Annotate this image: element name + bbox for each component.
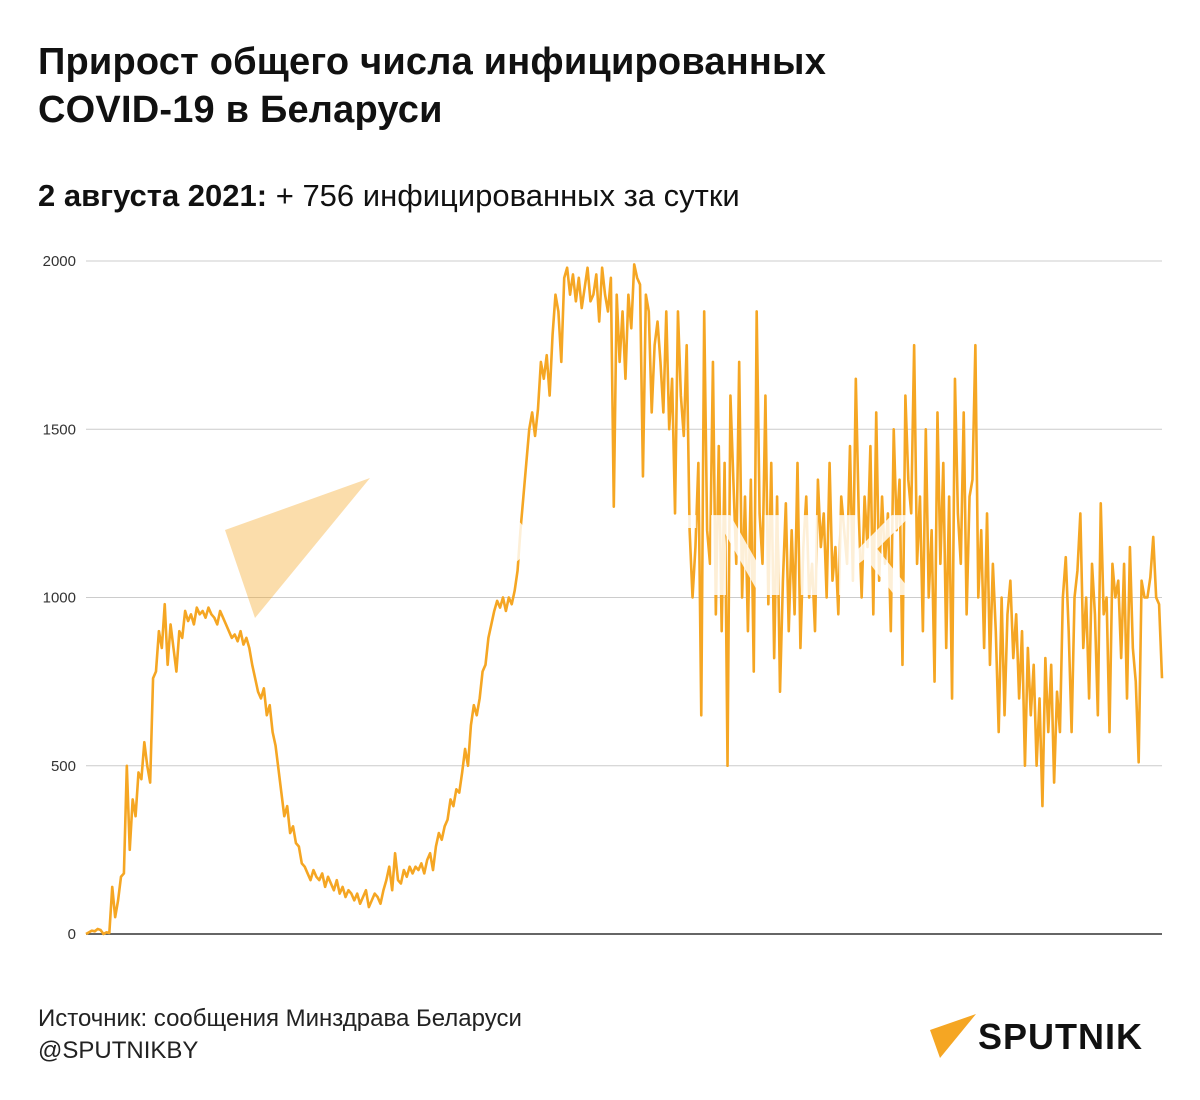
- y-tick-label-1000: 1000: [43, 590, 76, 607]
- y-tick-label-2000: 2000: [43, 253, 76, 270]
- title-line-1: Прирост общего числа инфицированных: [38, 41, 827, 83]
- footer: Источник: сообщения Минздрава Беларуси @…: [38, 1003, 522, 1067]
- chart-grid: [86, 260, 1162, 935]
- line-chart: 0 500 1000 1500 2000: [43, 253, 1164, 943]
- source-text: Источник: сообщения Минздрава Беларуси: [38, 1005, 522, 1032]
- y-tick-label-0: 0: [68, 926, 76, 943]
- title-line-2: COVID-19 в Беларуси: [38, 89, 443, 131]
- chart-subtitle: 2 августа 2021: + 756 инфицированных за …: [38, 176, 740, 216]
- sputnik-arrow-icon: [930, 1014, 976, 1058]
- logo-text: SPUTNIK: [978, 1016, 1144, 1057]
- sputnik-logo: SPUTNIK: [928, 1010, 1168, 1060]
- series-line-0: [85, 263, 1164, 936]
- chart-title: Прирост общего числа инфицированных COVI…: [38, 38, 1138, 134]
- y-axis-ticks: 0 500 1000 1500 2000: [43, 253, 76, 943]
- chart-series: [85, 263, 1164, 936]
- subtitle-date: 2 августа 2021:: [38, 178, 268, 213]
- y-tick-label-1500: 1500: [43, 421, 76, 438]
- social-handle: @SPUTNIKBY: [38, 1037, 199, 1064]
- subtitle-text: + 756 инфицированных за сутки: [267, 178, 740, 213]
- y-tick-label-500: 500: [51, 758, 76, 775]
